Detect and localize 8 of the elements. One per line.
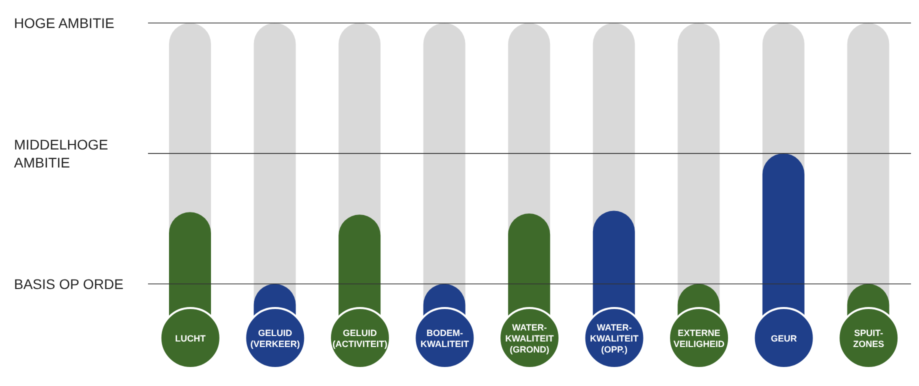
x-tick-label: WATER- KWALITEIT (OPP.) — [590, 322, 640, 354]
ref-line-label: HOGE AMBITIE — [14, 15, 114, 31]
ref-line-label: BASIS OP ORDE — [14, 276, 124, 292]
x-tick-label: LUCHT — [175, 334, 206, 344]
x-tick-label: GELUID (ACTIVITEIT) — [332, 328, 388, 349]
x-tick-label: WATER- KWALITEIT (GROND) — [505, 322, 554, 354]
x-tick-label: GEUR — [770, 334, 798, 344]
ref-line-label: MIDDELHOGE AMBITIE — [14, 136, 108, 170]
